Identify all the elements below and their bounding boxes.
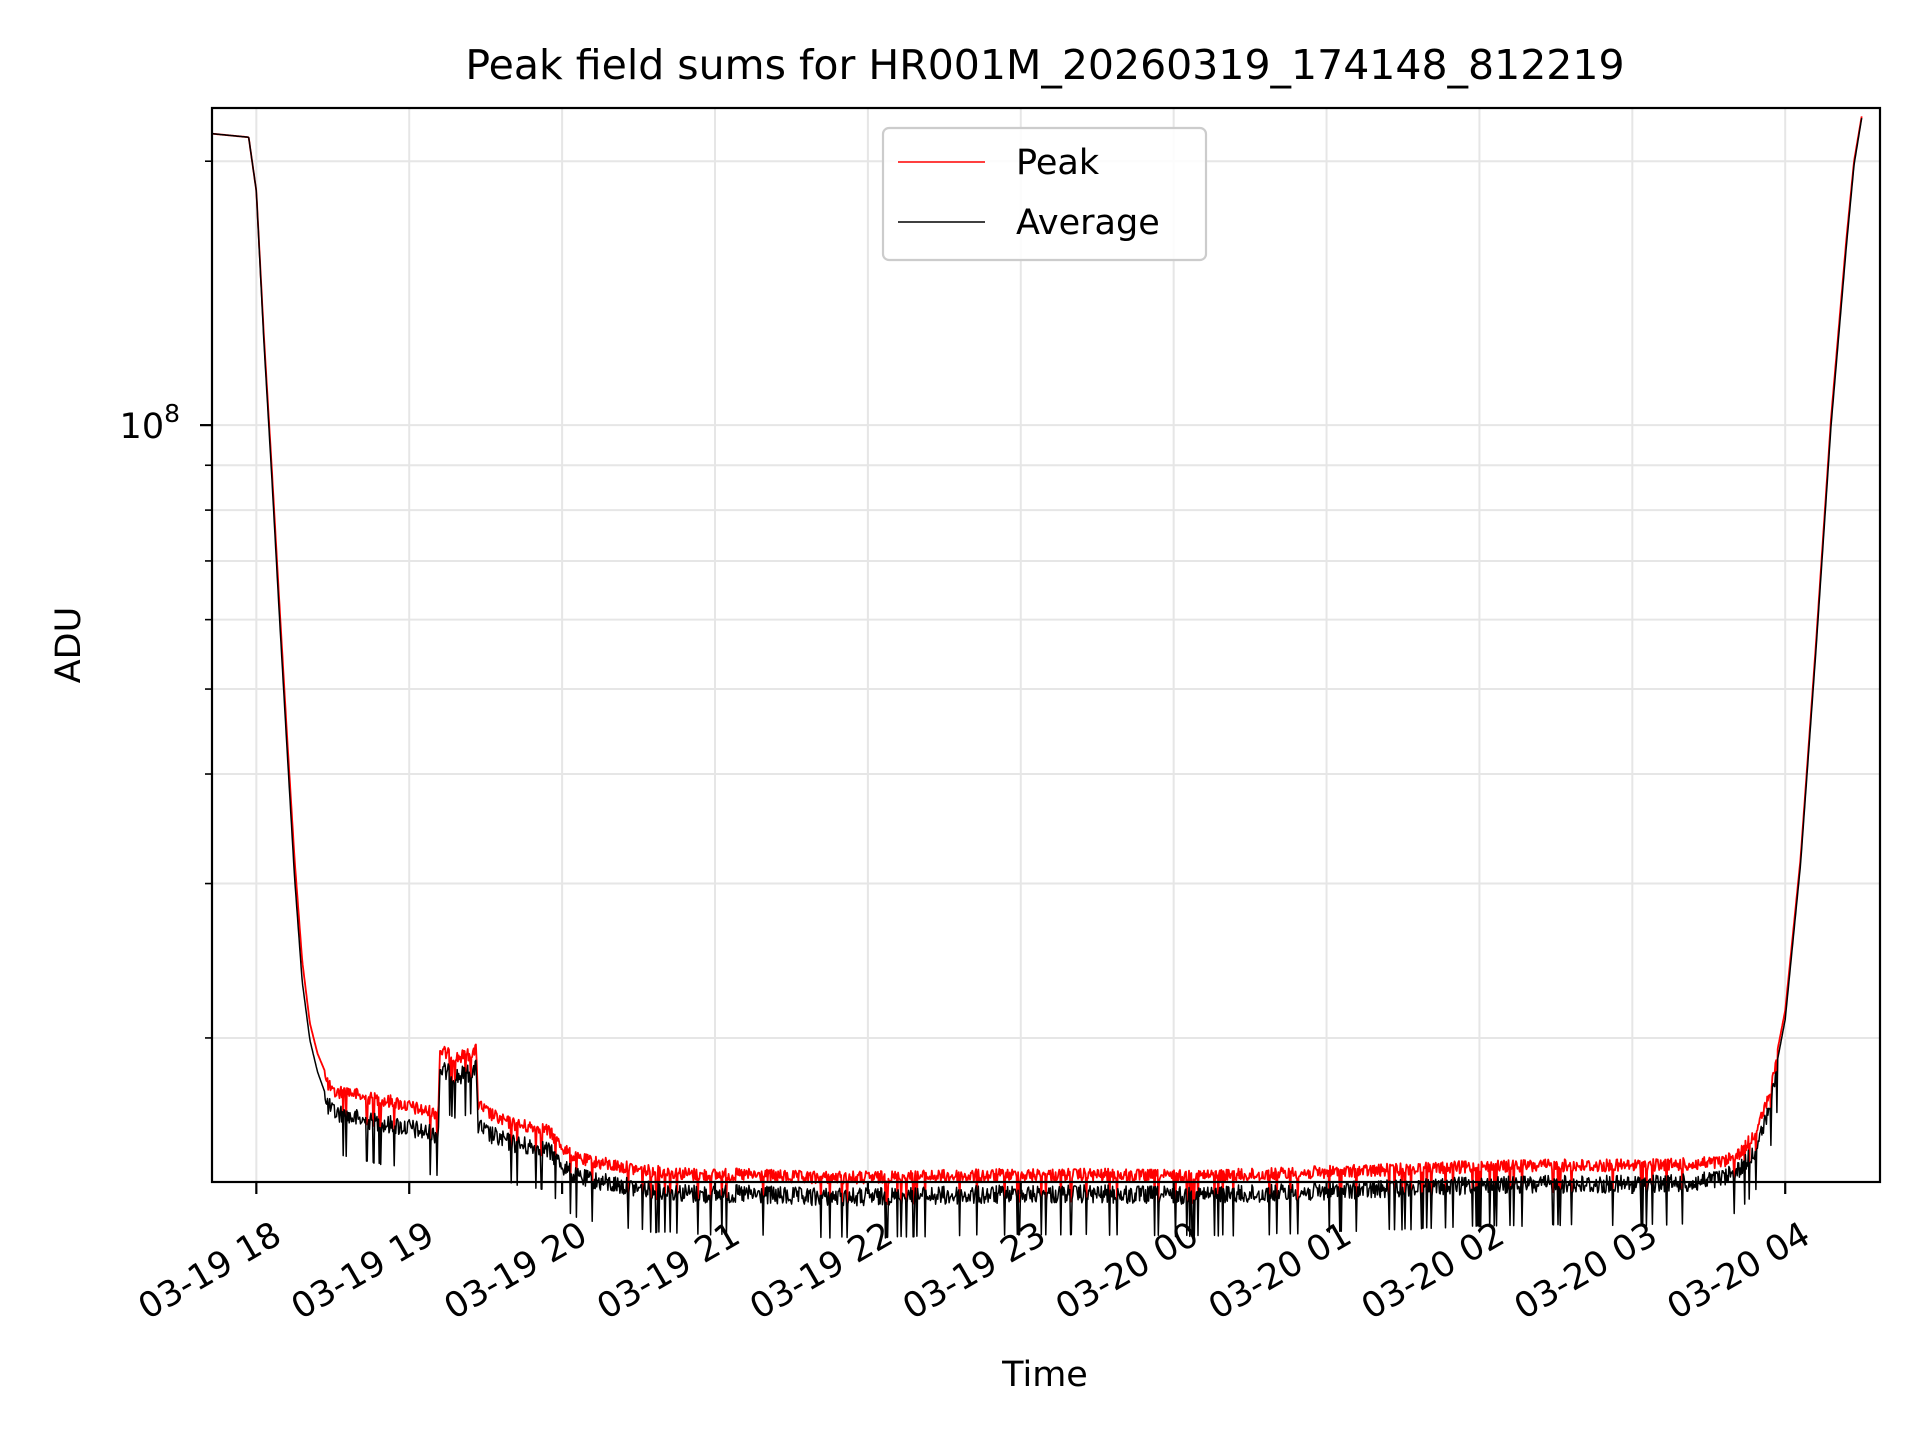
chart-title: Peak field sums for HR001M_20260319_1741… bbox=[465, 41, 1624, 89]
x-axis-label: Time bbox=[1001, 1355, 1088, 1395]
legend-box bbox=[881, 126, 1208, 262]
plot-frame bbox=[210, 106, 1882, 1184]
legend: Peak Average bbox=[881, 126, 1208, 262]
legend-label-average: Average bbox=[1016, 203, 1160, 243]
legend-label-peak: Peak bbox=[1016, 143, 1100, 183]
series-line-average bbox=[211, 117, 1863, 1239]
series-layer bbox=[211, 116, 1863, 1239]
y-axis-label: ADU bbox=[49, 607, 89, 684]
y-tick-label: 108 bbox=[120, 399, 180, 447]
series-line-peak bbox=[211, 116, 1863, 1206]
